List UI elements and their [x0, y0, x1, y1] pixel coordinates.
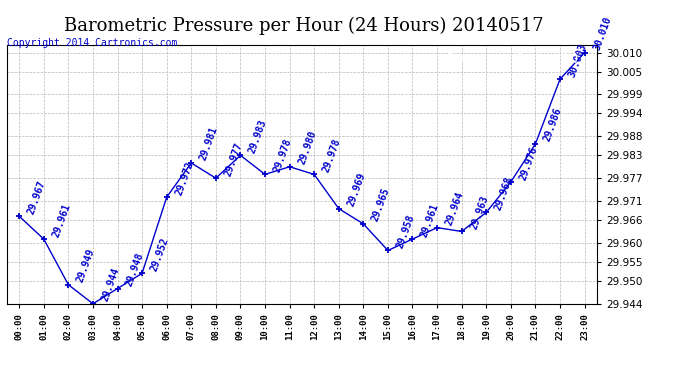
- Text: 29.968: 29.968: [493, 175, 515, 211]
- Text: 29.961: 29.961: [420, 202, 441, 238]
- Text: 29.961: 29.961: [51, 202, 72, 238]
- Text: 29.948: 29.948: [124, 251, 146, 288]
- Text: 29.958: 29.958: [395, 213, 416, 250]
- Text: 29.949: 29.949: [75, 248, 97, 284]
- Text: 29.977: 29.977: [223, 141, 244, 177]
- Text: 29.965: 29.965: [371, 186, 392, 223]
- Text: 30.010: 30.010: [591, 15, 613, 52]
- Text: 29.964: 29.964: [444, 190, 466, 227]
- Text: 29.978: 29.978: [321, 137, 342, 174]
- Text: 29.969: 29.969: [346, 171, 367, 208]
- Text: Pressure  (Inches/Hg): Pressure (Inches/Hg): [448, 53, 580, 63]
- Text: 30.003: 30.003: [567, 42, 589, 78]
- Text: 29.952: 29.952: [149, 236, 170, 273]
- Text: Barometric Pressure per Hour (24 Hours) 20140517: Barometric Pressure per Hour (24 Hours) …: [63, 17, 544, 35]
- Text: 29.983: 29.983: [248, 118, 269, 154]
- Text: 29.986: 29.986: [542, 106, 564, 143]
- Text: 29.978: 29.978: [272, 137, 293, 174]
- Text: 29.967: 29.967: [26, 179, 48, 216]
- Text: Copyright 2014 Cartronics.com: Copyright 2014 Cartronics.com: [7, 38, 177, 48]
- Text: 29.944: 29.944: [100, 266, 121, 303]
- Text: 29.972: 29.972: [174, 160, 195, 196]
- Text: 29.963: 29.963: [469, 194, 490, 231]
- Text: 29.981: 29.981: [198, 126, 219, 162]
- Text: 29.976: 29.976: [518, 145, 539, 181]
- Text: 29.980: 29.980: [297, 129, 318, 166]
